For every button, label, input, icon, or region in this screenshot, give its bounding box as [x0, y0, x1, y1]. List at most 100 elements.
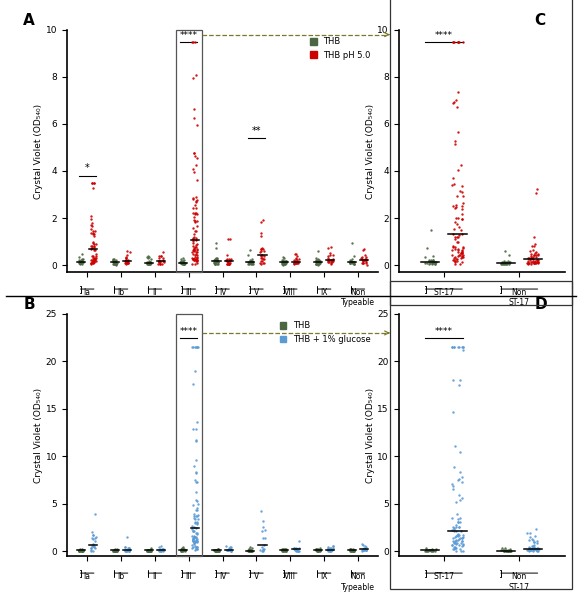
Point — [210, 259, 219, 269]
Point — [279, 545, 289, 555]
Point — [190, 517, 200, 526]
Point — [451, 547, 460, 556]
Point — [421, 544, 431, 553]
Point — [243, 546, 253, 556]
Point — [188, 526, 197, 535]
Point — [502, 257, 511, 267]
Point — [246, 546, 255, 556]
Point — [456, 248, 466, 257]
Point — [523, 260, 533, 269]
Point — [496, 259, 506, 269]
Point — [455, 467, 464, 477]
Point — [76, 546, 85, 556]
Point — [143, 546, 152, 556]
Point — [426, 256, 435, 266]
Point — [428, 258, 437, 268]
Point — [74, 546, 84, 556]
Point — [192, 255, 201, 264]
Point — [155, 256, 164, 266]
Point — [157, 546, 166, 556]
Point — [74, 545, 84, 555]
Point — [111, 546, 120, 556]
Point — [453, 251, 463, 261]
Point — [112, 545, 121, 555]
Point — [449, 538, 459, 547]
Point — [457, 257, 467, 267]
Point — [424, 546, 433, 556]
Point — [76, 258, 85, 268]
Point — [189, 245, 198, 254]
Point — [311, 545, 321, 555]
Point — [145, 257, 154, 267]
Point — [361, 255, 370, 264]
Point — [87, 527, 96, 537]
Point — [346, 256, 356, 266]
Point — [78, 545, 87, 555]
Point — [361, 258, 371, 267]
Point — [178, 545, 187, 555]
Point — [527, 257, 537, 267]
Text: B: B — [23, 297, 35, 312]
Point — [346, 544, 356, 554]
Point — [190, 252, 200, 262]
Point — [110, 257, 119, 267]
Point — [448, 255, 457, 265]
Point — [359, 544, 368, 553]
Point — [506, 545, 515, 555]
Point — [122, 546, 131, 556]
Point — [247, 546, 256, 556]
Point — [255, 545, 265, 554]
Point — [424, 255, 434, 265]
Point — [527, 544, 536, 554]
Point — [146, 255, 155, 264]
Point — [188, 536, 197, 545]
Point — [428, 544, 437, 554]
Point — [158, 545, 168, 555]
Point — [259, 246, 268, 256]
Point — [145, 545, 154, 554]
Point — [502, 546, 511, 556]
Point — [122, 532, 132, 542]
Point — [144, 258, 154, 268]
Point — [533, 249, 542, 259]
Point — [450, 97, 459, 106]
Point — [450, 257, 460, 267]
Point — [453, 535, 463, 545]
Point — [180, 545, 190, 555]
Point — [212, 254, 222, 264]
Point — [459, 532, 468, 542]
Point — [86, 545, 95, 555]
Point — [280, 545, 289, 554]
Point — [448, 514, 457, 523]
Point — [291, 257, 300, 266]
Point — [223, 251, 232, 260]
Point — [278, 260, 288, 270]
Point — [90, 257, 99, 267]
Point — [120, 258, 129, 268]
Point — [450, 203, 460, 212]
Point — [326, 255, 335, 265]
Point — [281, 258, 290, 268]
Point — [223, 257, 233, 267]
Point — [316, 256, 325, 266]
Point — [459, 343, 468, 352]
Point — [526, 254, 535, 263]
Point — [448, 525, 457, 535]
Point — [178, 545, 187, 555]
Point — [222, 260, 231, 269]
Point — [120, 546, 130, 556]
Point — [124, 546, 133, 556]
Point — [246, 545, 255, 555]
Point — [425, 545, 435, 555]
Point — [428, 259, 437, 269]
Point — [428, 545, 437, 555]
Point — [258, 258, 268, 268]
Point — [146, 260, 155, 269]
Point — [124, 258, 133, 268]
Point — [124, 545, 133, 554]
Point — [190, 259, 200, 269]
Point — [498, 259, 507, 269]
Point — [145, 545, 154, 555]
Point — [450, 136, 460, 146]
Point — [529, 250, 538, 260]
